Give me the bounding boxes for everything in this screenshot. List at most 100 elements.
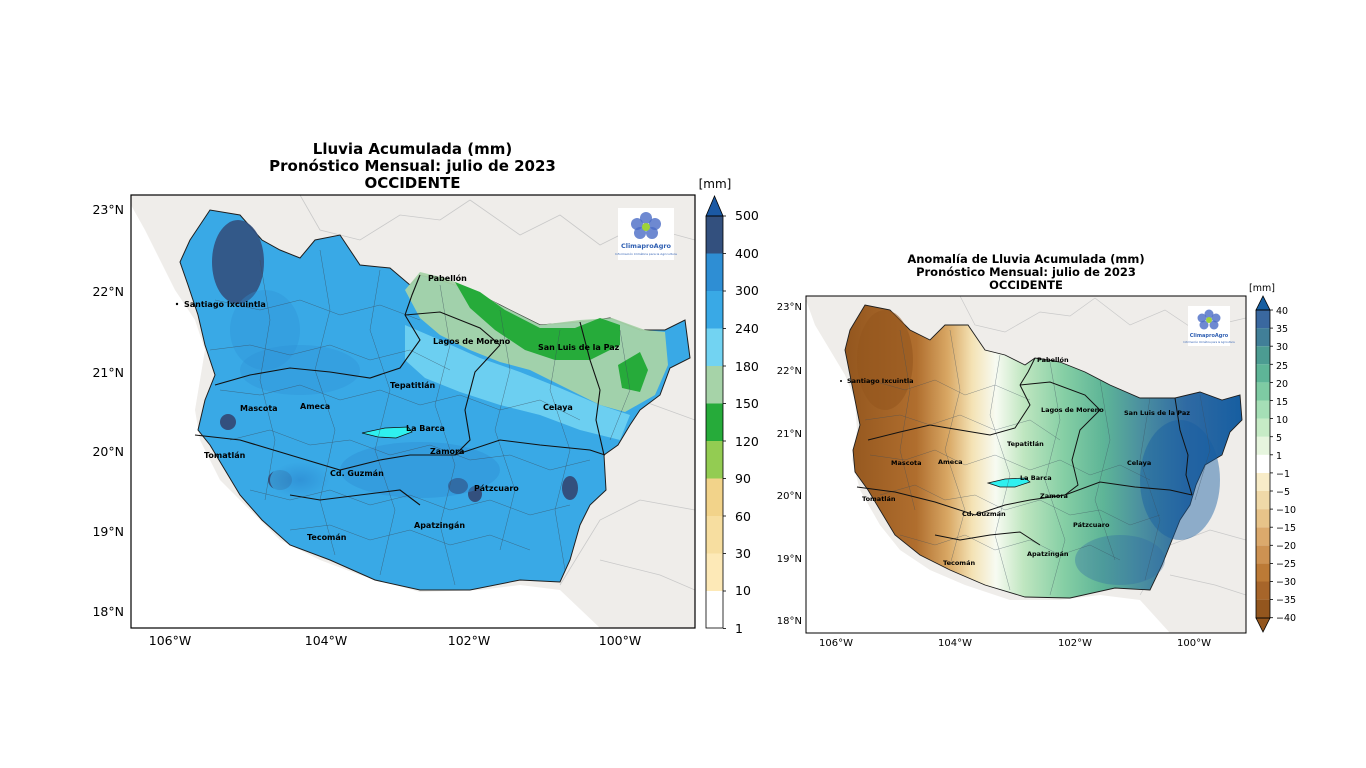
lon-tick-102: 102°W: [1058, 638, 1092, 649]
northeast-green-band: [455, 282, 620, 360]
right-colorbar-ticks: 40 35 30 25 20 15 10 5 1 −1 −5 −10 −15 −…: [1276, 306, 1296, 624]
colorbar-top-arrow: [705, 194, 724, 217]
colorbar-swatch: [1256, 509, 1270, 528]
colorbar-swatch: [1256, 472, 1270, 491]
city-mascota: Mascota: [891, 459, 922, 467]
lon-tick-106: 106°W: [819, 638, 853, 649]
municipal-lines: [209, 249, 631, 586]
colorbar-swatch: [1256, 400, 1270, 419]
cb-tick: −25: [1276, 559, 1296, 570]
city-apatzingan: Apatzingán: [414, 521, 465, 530]
left-logo: ClimaproAgro Información Climática para …: [615, 208, 677, 260]
lon-tick-100: 100°W: [599, 633, 641, 648]
city-mascota: Mascota: [240, 404, 278, 413]
lat-tick-23: 23°N: [92, 202, 124, 217]
city-san-luis-de-la-paz: San Luis de la Paz: [1124, 409, 1190, 417]
cb-tick: 10: [735, 583, 751, 598]
lat-tick-20: 20°N: [92, 444, 124, 459]
cb-tick: 30: [1276, 342, 1288, 353]
city-celaya: Celaya: [543, 403, 573, 412]
right-colorbar: [mm] 40 35 30 25 20 15 10 5 1 −1 −5 −10 …: [1249, 283, 1296, 633]
colorbar-swatch: [706, 403, 723, 441]
cb-tick: 150: [735, 396, 759, 411]
colorbar-swatch: [1256, 545, 1270, 564]
right-title-line-3: OCCIDENTE: [989, 277, 1063, 292]
right-title-line-1: Anomalía de Lluvia Acumulada (mm): [907, 252, 1145, 266]
lat-tick-19: 19°N: [777, 554, 802, 565]
flower-logo-icon: [631, 212, 661, 239]
city-zamora: Zamora: [1040, 492, 1068, 500]
cb-tick: −5: [1276, 487, 1290, 498]
cb-tick: 1: [735, 621, 743, 636]
lon-tick-104: 104°W: [938, 638, 972, 649]
city-santiago-ixcuintla: Santiago Ixcuintla: [184, 300, 266, 309]
right-city-labels: Santiago Ixcuintla Pabellón Lagos de Mor…: [840, 356, 1190, 567]
city-santiago-ixcuintla: Santiago Ixcuintla: [847, 377, 913, 385]
wet-anomaly-cell: [1140, 420, 1220, 540]
right-map-title: Anomalía de Lluvia Acumulada (mm) Pronós…: [806, 253, 1246, 292]
city-tecoman: Tecomán: [943, 559, 975, 567]
left-map-title: Lluvia Acumulada (mm) Pronóstico Mensual…: [130, 141, 695, 191]
logo-text: ClimaproAgro: [1190, 333, 1229, 339]
city-san-luis-de-la-paz: San Luis de la Paz: [538, 343, 620, 352]
cb-tick: 15: [1276, 397, 1288, 408]
left-colorbar-units: [mm]: [699, 177, 732, 191]
lat-tick-19: 19°N: [92, 524, 124, 539]
city-pabellon: Pabellón: [1037, 356, 1069, 364]
left-title-line-3: OCCIDENTE: [364, 173, 461, 192]
city-ameca: Ameca: [300, 402, 330, 411]
right-title-line-2: Pronóstico Mensual: julio de 2023: [916, 264, 1136, 279]
logo-text: ClimaproAgro: [621, 242, 672, 250]
city-zamora: Zamora: [430, 447, 464, 456]
colorbar-swatch: [1256, 454, 1270, 473]
right-logo: ClimaproAgro Información Climática para …: [1183, 306, 1235, 346]
lake-chapala: [361, 426, 413, 439]
cb-tick: 25: [1276, 361, 1288, 372]
lon-tick-106: 106°W: [149, 633, 191, 648]
colorbar-swatch: [1256, 418, 1270, 437]
colorbar-swatch: [1256, 436, 1270, 455]
cb-tick: 120: [735, 434, 759, 449]
city-pabellon: Pabellón: [428, 273, 467, 283]
lat-tick-21: 21°N: [92, 365, 124, 380]
colorbar-swatch: [1256, 364, 1270, 383]
lon-tick-100: 100°W: [1177, 638, 1211, 649]
colorbar-frame: [705, 215, 724, 629]
city-celaya: Celaya: [1127, 459, 1151, 467]
cb-tick: 90: [735, 471, 751, 486]
cb-tick: −10: [1276, 505, 1296, 516]
lat-tick-18: 18°N: [92, 604, 124, 619]
cb-tick: 10: [1276, 415, 1288, 426]
colorbar-swatch: [1256, 328, 1270, 347]
lat-tick-20: 20°N: [777, 491, 802, 502]
colorbar-swatch: [1256, 527, 1270, 546]
city-tecoman: Tecomán: [307, 533, 347, 542]
right-map-frame: [805, 295, 1247, 634]
colorbar-swatch: [1256, 382, 1270, 401]
state-borders: [856, 357, 1193, 546]
city-la-barca: La Barca: [1020, 474, 1052, 482]
city-tepatitlan: Tepatitlán: [1007, 440, 1044, 448]
lat-tick-18: 18°N: [777, 616, 802, 627]
right-lon-axis: 106°W 104°W 102°W 100°W: [819, 638, 1211, 649]
colorbar-swatch: [706, 478, 723, 516]
cb-tick: −20: [1276, 541, 1296, 552]
forecast-region: [844, 304, 1243, 599]
lat-tick-22: 22°N: [777, 366, 802, 377]
left-lon-axis: 106°W 104°W 102°W 100°W: [149, 633, 641, 648]
colorbar-swatch: [1256, 599, 1270, 618]
city-tepatitlan: Tepatitlán: [390, 381, 435, 390]
colorbar-swatch: [1256, 310, 1270, 329]
left-map-frame: [130, 194, 696, 629]
lat-tick-21: 21°N: [777, 429, 802, 440]
right-map-panel: 23°N 22°N 21°N 20°N 19°N 18°N 106°W 104°…: [777, 283, 1296, 649]
city-tomatlan: Tomatlán: [862, 495, 896, 503]
cb-tick: 5: [1276, 433, 1282, 444]
lon-tick-102: 102°W: [448, 633, 490, 648]
dry-anomaly-cell: [857, 310, 913, 410]
cb-tick: 400: [735, 246, 759, 261]
colorbar-swatch: [706, 591, 723, 629]
cb-tick: −1: [1276, 469, 1290, 480]
city-tomatlan: Tomatlán: [204, 451, 246, 460]
colorbar-swatch: [706, 366, 723, 404]
